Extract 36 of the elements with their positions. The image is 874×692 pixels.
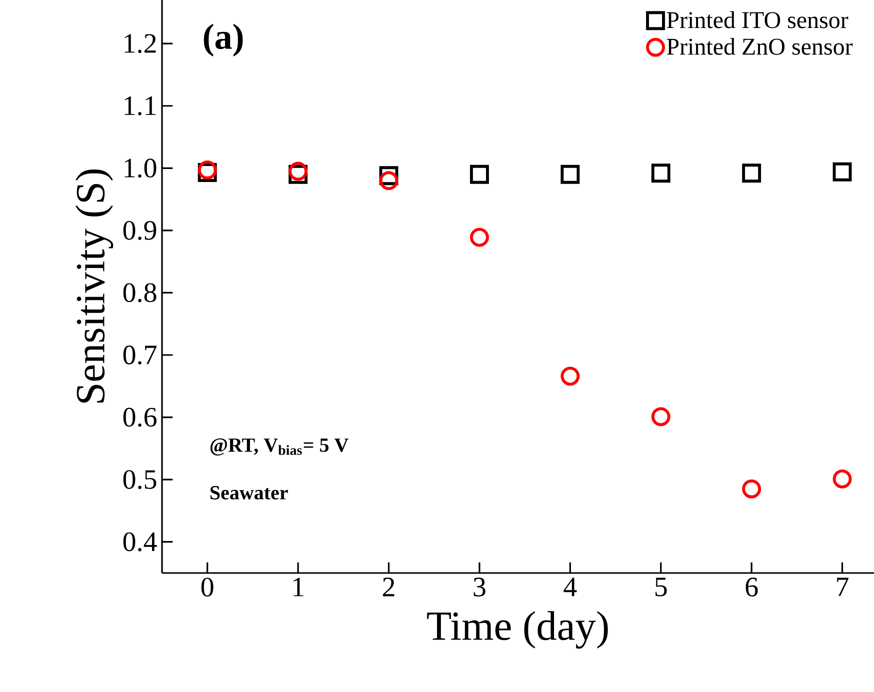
- x-tick-label: 4: [564, 578, 577, 596]
- point: [470, 228, 489, 247]
- x-tick-label: 3: [474, 578, 486, 597]
- x-tick-label: 1: [294, 578, 304, 596]
- point: [742, 164, 762, 183]
- point: [651, 407, 670, 426]
- legend-label: Printed ZnO sensor: [666, 38, 853, 55]
- y-tick-label: 1.1: [124, 96, 156, 116]
- y-tick-label: 0.5: [123, 470, 156, 490]
- point: [470, 164, 489, 184]
- point: [651, 164, 670, 183]
- y-tick-label: 0.7: [123, 346, 156, 365]
- point: [832, 162, 852, 182]
- y-tick-label: 0.8: [123, 283, 156, 302]
- annotation: (a): [204, 24, 243, 56]
- point: [379, 171, 398, 190]
- point: [288, 162, 308, 181]
- x-tick-label: 5: [655, 578, 667, 596]
- x-tick-label: 7: [837, 578, 848, 596]
- point: [742, 479, 762, 498]
- y-tick-label: 0.4: [123, 532, 157, 552]
- y-tick-label: 0.6: [123, 408, 156, 427]
- x-axis-title: Time (day): [427, 611, 608, 649]
- point: [560, 366, 580, 386]
- annotation: @RT, V$_{bias}$= 5 V: [210, 438, 348, 456]
- point: [560, 164, 580, 184]
- y-axis-title: Sensitivity (S): [76, 169, 114, 403]
- x-tick-label: 0: [201, 578, 214, 597]
- y-tick-label: 1.0: [124, 158, 156, 178]
- x-tick-label: 6: [746, 578, 758, 597]
- y-tick-label: 0.9: [123, 220, 156, 240]
- legend-label: Printed ITO sensor: [666, 11, 848, 28]
- point: [832, 469, 852, 488]
- annotation: Seawater: [210, 486, 288, 500]
- y-tick-label: 1.2: [124, 34, 156, 54]
- x-tick-label: 2: [382, 578, 394, 596]
